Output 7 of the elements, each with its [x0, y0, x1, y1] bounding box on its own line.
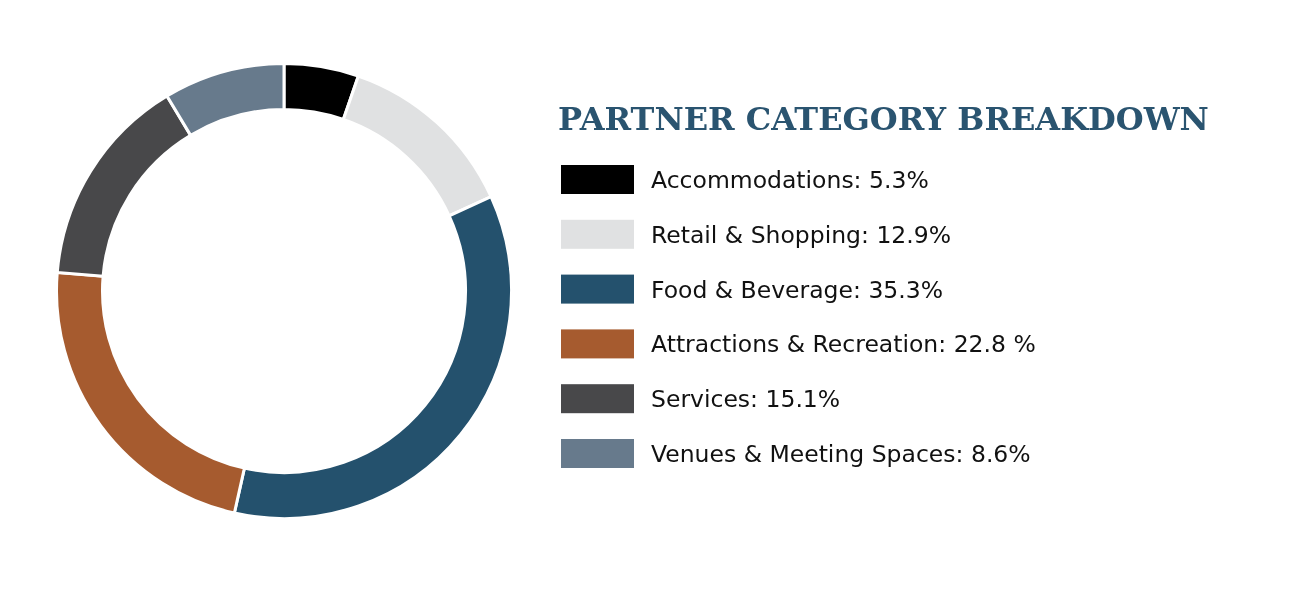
legend-label: Venues & Meeting Spaces: 8.6% — [651, 440, 1031, 468]
text: PARTNER CATEGORY BREAKDOWN — [558, 100, 1209, 138]
legend-label: Services: 15.1% — [651, 385, 841, 414]
legend-label: Attractions & Recreation: 22.8 % — [651, 330, 1036, 359]
legend-label: Food & Beverage: 35.3% — [651, 275, 944, 304]
legend-label: Accommodations: 5.3% — [651, 166, 929, 194]
legend-label: Retail & Shopping: 12.9% — [651, 220, 952, 249]
